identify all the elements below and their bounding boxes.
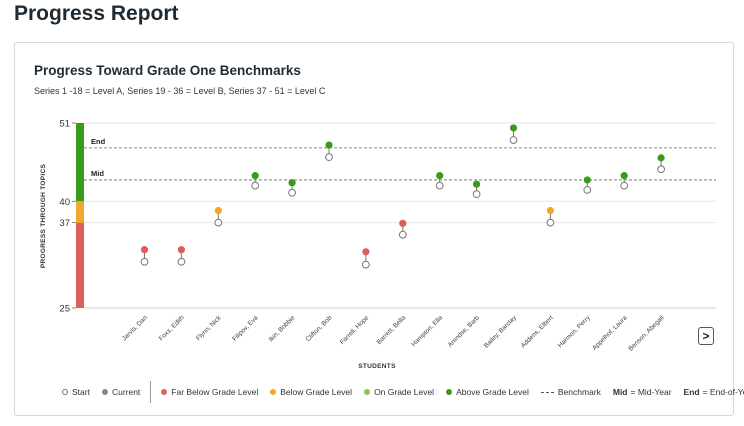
current-point (251, 172, 259, 180)
legend-benchmark: Benchmark (540, 387, 601, 397)
filled-circle-icon (101, 389, 108, 395)
legend-below: Below Grade Level (270, 387, 352, 397)
above-dot-icon (446, 389, 453, 395)
student-name-label: Addens, Elbert (520, 314, 555, 349)
student-name-label: Ikin, Bobbie (268, 314, 297, 343)
legend-on-label: On Grade Level (374, 387, 435, 397)
current-point (325, 141, 333, 149)
report-card (14, 42, 734, 416)
start-point (620, 181, 629, 190)
chart-title: Progress Toward Grade One Benchmarks (34, 63, 301, 78)
legend-current: Current (101, 387, 141, 397)
benchmark-label-end: End (91, 137, 106, 146)
start-point (472, 190, 481, 199)
next-page-button[interactable]: > (698, 327, 714, 345)
student-name-label: Appelhof, Laura (591, 314, 629, 352)
x-axis-label: STUDENTS (358, 363, 396, 370)
legend-divider (150, 381, 152, 403)
y-tick-label: 37 (59, 218, 70, 229)
legend-on: On Grade Level (364, 387, 434, 397)
start-point (251, 181, 260, 190)
chart-subtitle: Series 1 -18 = Level A, Series 19 - 36 =… (34, 86, 326, 96)
legend-current-label: Current (111, 387, 141, 397)
current-point (620, 172, 628, 180)
chevron-right-icon: > (702, 329, 710, 343)
y-tick-label: 51 (59, 119, 70, 130)
student-name-label: Jarvis, Dan (121, 314, 149, 342)
legend-end-key: End (683, 387, 700, 397)
y-axis-label: PROGRESS THROUGH TOPICS (40, 163, 47, 268)
on-dot-icon (364, 389, 371, 395)
start-point (583, 185, 592, 194)
legend-start: Start (62, 387, 90, 397)
y-tick-label: 25 (59, 304, 70, 315)
start-point (509, 136, 518, 144)
legend-benchmark-label: Benchmark (557, 387, 601, 397)
open-circle-icon (62, 389, 68, 395)
current-point (288, 179, 296, 187)
start-point (177, 257, 186, 266)
current-point (362, 248, 370, 256)
current-point (583, 176, 591, 184)
current-point (546, 206, 555, 215)
student-name-label: Hampton, Ella (410, 314, 444, 348)
legend-far-below: Far Below Grade Level (161, 387, 258, 397)
benchmark-label-mid: Mid (91, 169, 104, 178)
start-point (362, 260, 370, 269)
current-point (177, 246, 185, 254)
legend-mid-desc: = Mid-Year (630, 387, 672, 397)
student-name-label: Farrell, Hope (339, 314, 371, 346)
legend-mid-key: Mid (612, 387, 628, 397)
dashed-line-icon (540, 391, 554, 393)
legend-above: Above Grade Level (446, 387, 529, 397)
student-name-label: Bailey, Barclay (483, 314, 519, 350)
student-name-label: Clifton, Bob (305, 314, 334, 343)
below-dot-icon (270, 389, 277, 395)
chart-legend: Start Current Far Below Grade Level Belo… (62, 381, 744, 403)
start-point (325, 153, 333, 162)
start-point (435, 181, 444, 190)
current-point (399, 219, 407, 227)
current-point (657, 154, 665, 162)
student-name-label: Harmon, Perry (557, 314, 592, 349)
student-name-label: Barrett, Bella (376, 314, 408, 346)
legend-start-label: Start (72, 387, 90, 397)
legend-mid: Mid = Mid-Year (613, 387, 672, 397)
legend-end: End = End-of-Year (684, 387, 744, 397)
start-point (214, 218, 223, 227)
start-point (288, 188, 297, 197)
status-band-far-below (76, 222, 84, 308)
current-point (140, 246, 149, 254)
page-title: Progress Report (14, 2, 179, 25)
legend-above-label: Above Grade Level (456, 387, 529, 397)
status-band-above (76, 123, 84, 202)
student-name-label: Flynn, Nick (195, 314, 223, 342)
student-name-label: Foxx, Edith (158, 314, 186, 342)
legend-end-desc: = End-of-Year (702, 387, 744, 397)
current-point (509, 124, 518, 132)
student-name-label: Arendse, Barb (447, 314, 482, 349)
status-band-below (76, 201, 84, 223)
current-point (214, 206, 222, 215)
legend-below-label: Below Grade Level (280, 387, 353, 397)
start-point (546, 218, 555, 227)
y-tick-label: 40 (59, 197, 70, 208)
start-point (657, 165, 665, 174)
student-name-label: Benson, Abegail (627, 314, 666, 353)
legend-far-below-label: Far Below Grade Level (171, 387, 259, 397)
student-name-label: Filipov, Eva (231, 314, 260, 343)
current-point (436, 172, 444, 180)
far-below-dot-icon (161, 389, 168, 395)
current-point (473, 180, 481, 188)
start-point (398, 230, 407, 239)
start-point (140, 257, 149, 266)
